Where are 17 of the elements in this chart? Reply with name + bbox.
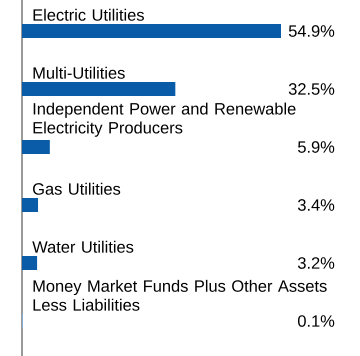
data-label: 5.9% [298, 141, 334, 153]
data-label: 32.5% [288, 83, 334, 95]
y-tick-label: Gas Utilities [33, 182, 120, 195]
y-tick-label: Money Market Funds Plus Other Assets Less Liabilities [34, 280, 327, 311]
data-label: 54.9% [288, 25, 334, 37]
data-label: 0.1% [298, 315, 334, 327]
bar [22, 140, 50, 154]
y-tick-label: Independent Power and Renewable Electricity Producers [34, 102, 296, 137]
bar [22, 24, 282, 38]
y-tick-label: Electric Utilities [34, 8, 144, 21]
y-tick-label: Multi-Utilities [34, 66, 125, 79]
y-tick-label: Water Utilities [32, 240, 134, 253]
bar [22, 256, 38, 270]
bar [22, 198, 38, 212]
data-label: 3.4% [298, 199, 334, 211]
bar [22, 82, 176, 96]
data-label: 3.2% [298, 257, 334, 269]
